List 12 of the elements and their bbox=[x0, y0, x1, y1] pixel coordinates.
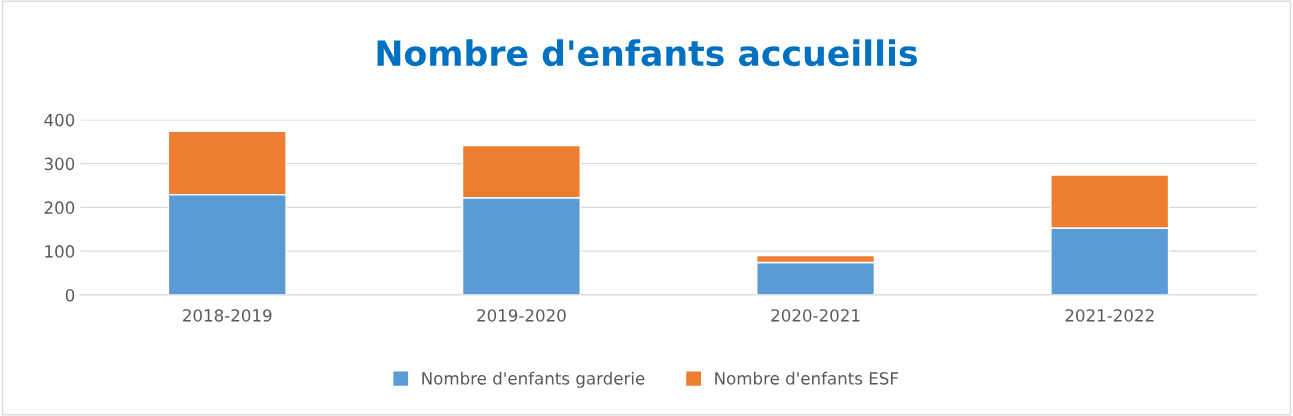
x-tick-label: 2019-2020 bbox=[477, 309, 566, 322]
y-tick-label: 100 bbox=[45, 245, 75, 258]
y-tick-label: 200 bbox=[44, 201, 75, 214]
x-tick-label: 2018-2019 bbox=[183, 309, 272, 322]
y-tick-label: 0 bbox=[65, 288, 75, 302]
legend-label: Nombre d'enfants ESF bbox=[715, 371, 898, 385]
x-tick-label: 2021-2022 bbox=[1065, 309, 1154, 322]
chart-title: Nombre d'enfants accueillis bbox=[377, 39, 917, 67]
legend-label: Nombre d'enfants garderie bbox=[422, 371, 645, 388]
y-tick-label: 300 bbox=[44, 157, 75, 171]
x-tick-label: 2020-2021 bbox=[771, 309, 860, 322]
y-tick-label: 400 bbox=[44, 113, 75, 127]
